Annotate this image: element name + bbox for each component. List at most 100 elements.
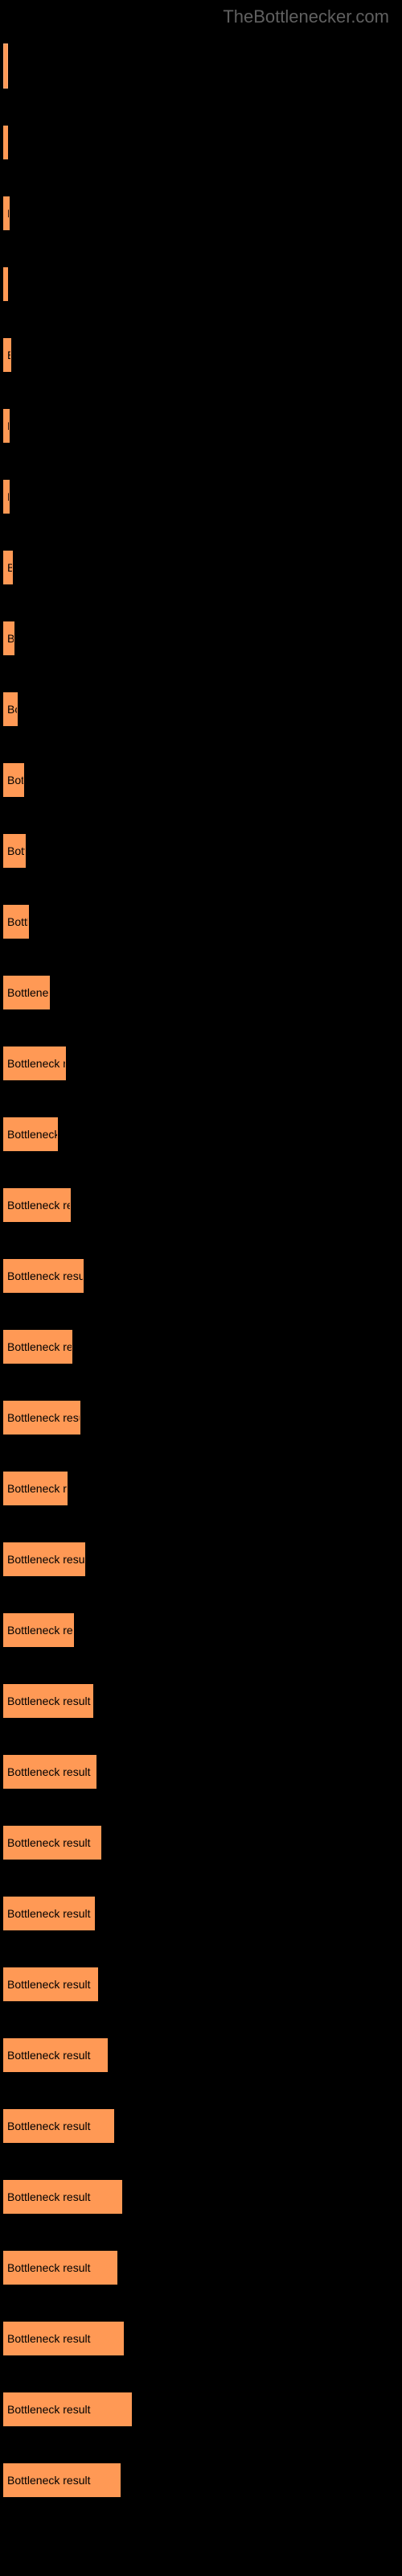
chart-bar: Bottleneck result — [3, 1542, 85, 1576]
chart-bar: B — [3, 267, 8, 301]
bar-row: Bottleneck res — [3, 1613, 402, 1647]
bar-label: Bottlenec — [7, 986, 50, 999]
chart-bar: Bottleneck result — [3, 1684, 93, 1718]
bar-row: Bottleneck result — [3, 1542, 402, 1576]
chart-bar — [3, 126, 8, 159]
bar-row: Bo — [3, 692, 402, 726]
bar-label: Bottl — [7, 915, 29, 928]
bar-row: Bottl — [3, 905, 402, 939]
bar-row: Bottleneck — [3, 1117, 402, 1151]
bar-label: Bottleneck result — [7, 2120, 91, 2132]
bar-row: B — [3, 409, 402, 443]
bar-label: B — [7, 349, 11, 361]
chart-bar: B — [3, 196, 10, 230]
chart-bar: Bottlenec — [3, 976, 50, 1009]
bar-label: Bottleneck result — [7, 2261, 91, 2274]
bar-label: Bottleneck result — [7, 1695, 91, 1707]
chart-bar: Bottleneck re — [3, 1472, 68, 1505]
chart-bar: Bottleneck result — [3, 1967, 98, 2001]
bar-row: Bottleneck result — [3, 1259, 402, 1293]
bar-label: Bottleneck re — [7, 1482, 68, 1495]
bar-row: B — [3, 551, 402, 584]
bar-row: Bottleneck res — [3, 1188, 402, 1222]
watermark-text: TheBottlenecker.com — [0, 0, 402, 27]
chart-bar: Bott — [3, 834, 26, 868]
chart-bar: Bottleneck result — [3, 2038, 108, 2072]
chart-bar: Bo — [3, 621, 14, 655]
bar-row: Bo — [3, 621, 402, 655]
chart-bar: Bottleneck res — [3, 1188, 71, 1222]
bar-chart: B B B B B B Bo Bo Bott Bott Bottl Bottlenec Bottlene… — [0, 27, 402, 2550]
bar-label: Bottleneck result — [7, 1269, 84, 1282]
bar-row: B — [3, 267, 402, 301]
bar-row: Bottleneck result — [3, 2463, 402, 2497]
chart-bar: B — [3, 551, 13, 584]
chart-bar: Bottleneck — [3, 1117, 58, 1151]
bar-row: Bottleneck result — [3, 2180, 402, 2214]
chart-bar: Bottleneck result — [3, 2109, 114, 2143]
bar-row: Bott — [3, 834, 402, 868]
bar-label: Bottleneck result — [7, 1553, 85, 1566]
bar-row: Bottleneck re — [3, 1472, 402, 1505]
chart-bar: Bottleneck result — [3, 1755, 96, 1789]
chart-bar: B — [3, 409, 10, 443]
bar-row: Bottleneck result — [3, 1826, 402, 1860]
bar-row: Bottleneck result — [3, 1897, 402, 1930]
bar-row — [3, 43, 402, 89]
bar-label: Bottleneck result — [7, 2190, 91, 2203]
bar-row: Bottleneck result — [3, 1684, 402, 1718]
bar-row: Bottleneck result — [3, 1755, 402, 1789]
chart-bar: Bottleneck result — [3, 1897, 95, 1930]
chart-bar: Bottl — [3, 905, 29, 939]
bar-label: Bottleneck result — [7, 2332, 91, 2345]
bar-label: Bottleneck re — [7, 1057, 66, 1070]
bar-label: Bo — [7, 703, 18, 716]
bar-row: B — [3, 338, 402, 372]
bar-label: Bottleneck result — [7, 1765, 91, 1778]
bar-row: Bottleneck resul — [3, 1401, 402, 1435]
chart-bar: Bottleneck result — [3, 1826, 101, 1860]
chart-bar: Bottleneck result — [3, 2322, 124, 2355]
bar-label: Bottleneck resul — [7, 1411, 80, 1424]
bar-row — [3, 126, 402, 159]
bar-label: Bottleneck res — [7, 1199, 71, 1212]
chart-bar: Bottleneck re — [3, 1046, 66, 1080]
chart-bar: Bott — [3, 763, 24, 797]
bar-row: Bottlenec — [3, 976, 402, 1009]
bar-row: Bottleneck res — [3, 1330, 402, 1364]
chart-bar: Bottleneck result — [3, 2392, 132, 2426]
chart-bar: B — [3, 338, 11, 372]
bar-row: Bottleneck result — [3, 2251, 402, 2285]
bar-row: Bott — [3, 763, 402, 797]
bar-label: B — [7, 490, 10, 503]
chart-bar: Bottleneck result — [3, 2180, 122, 2214]
bar-row: Bottleneck result — [3, 2322, 402, 2355]
chart-bar: Bo — [3, 692, 18, 726]
bar-label: Bottleneck result — [7, 1978, 91, 1991]
bar-row: Bottleneck result — [3, 2109, 402, 2143]
bar-label: Bottleneck result — [7, 2049, 91, 2062]
bar-row: Bottleneck result — [3, 2038, 402, 2072]
bar-row: B — [3, 196, 402, 230]
chart-bar — [3, 43, 8, 89]
bar-label: B — [7, 419, 10, 432]
bar-label: Bo — [7, 632, 14, 645]
bar-label: Bottleneck result — [7, 2474, 91, 2487]
chart-bar: Bottleneck res — [3, 1330, 72, 1364]
bar-label: Bottleneck result — [7, 1836, 91, 1849]
bar-row: Bottleneck result — [3, 2392, 402, 2426]
chart-bar: Bottleneck result — [3, 1259, 84, 1293]
bar-label: Bott — [7, 774, 24, 786]
chart-bar: B — [3, 480, 10, 514]
chart-bar: Bottleneck res — [3, 1613, 74, 1647]
bar-label: Bott — [7, 844, 26, 857]
bar-row: Bottleneck result — [3, 1967, 402, 2001]
bar-label: B — [7, 561, 13, 574]
bar-label: B — [7, 207, 10, 220]
bar-label: Bottleneck — [7, 1128, 58, 1141]
bar-row: Bottleneck re — [3, 1046, 402, 1080]
bar-label: Bottleneck res — [7, 1624, 74, 1637]
chart-bar: Bottleneck result — [3, 2251, 117, 2285]
chart-bar: Bottleneck resul — [3, 1401, 80, 1435]
bar-label: Bottleneck res — [7, 1340, 72, 1353]
